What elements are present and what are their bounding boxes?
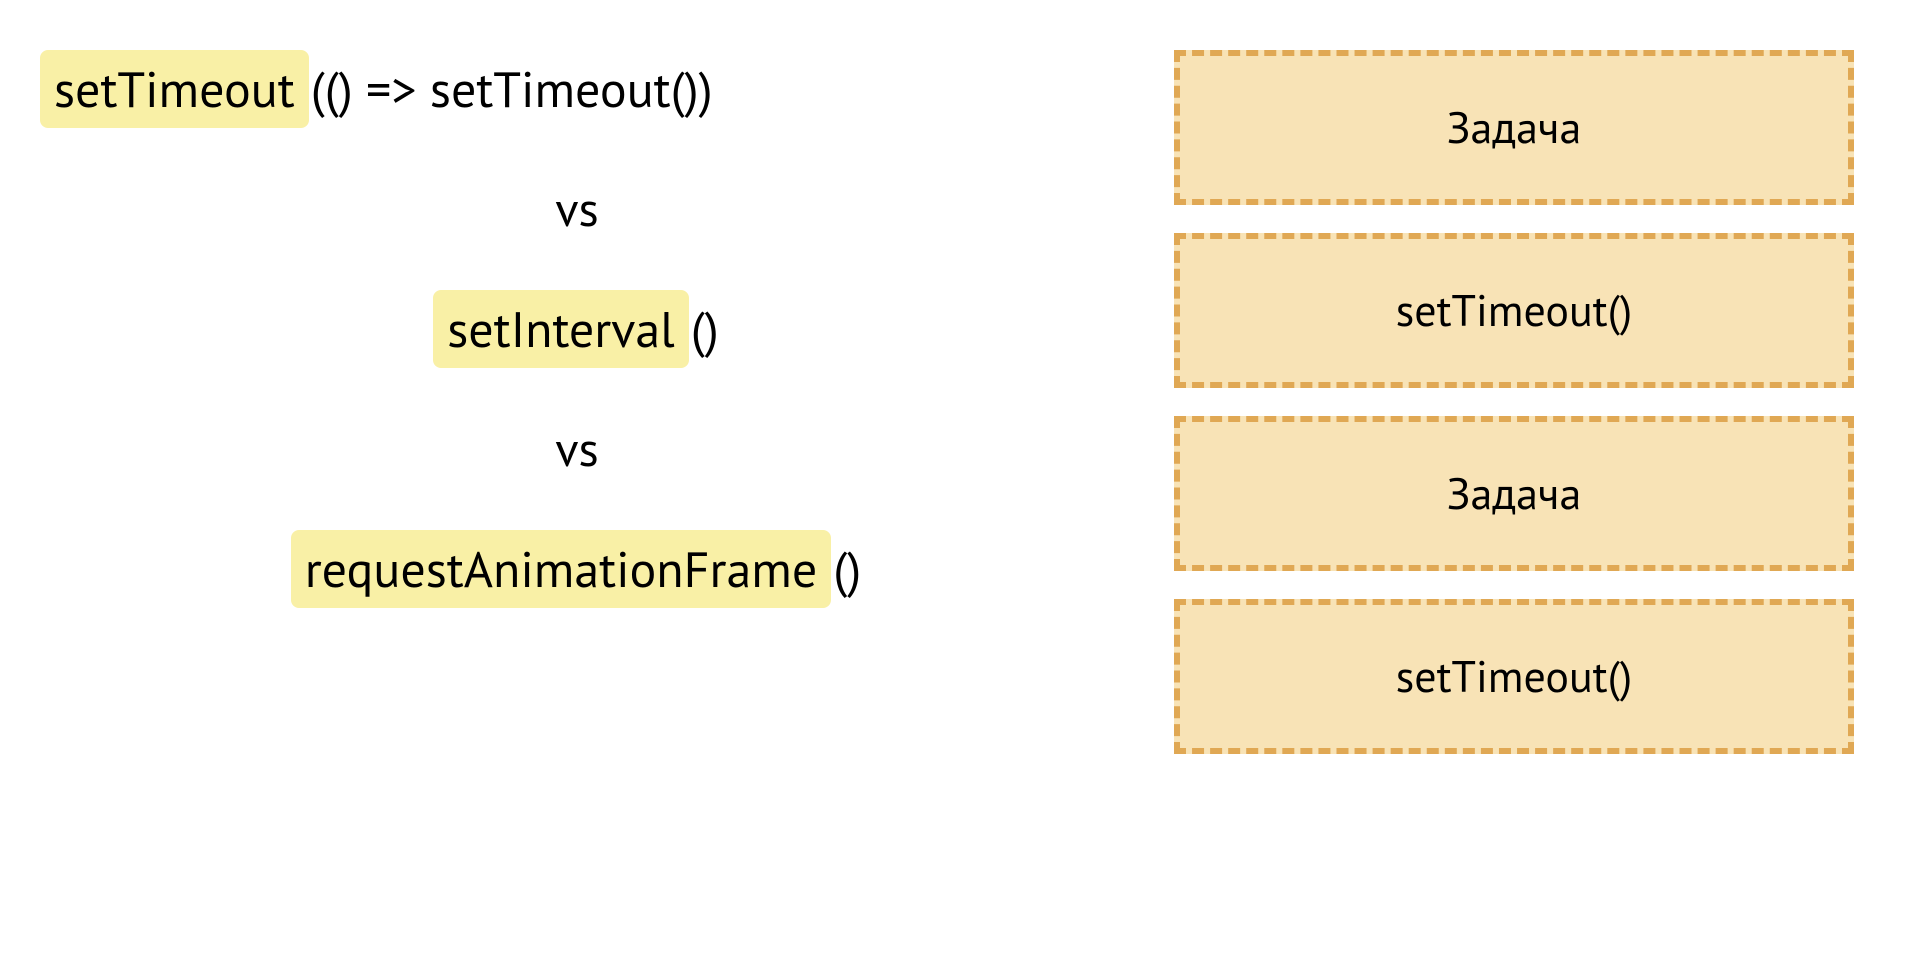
task-box-label: Задача [1447,99,1582,156]
code-rest-3: () [831,530,863,608]
highlight-setinterval: setInterval [433,290,689,368]
code-line-settimeout: setTimeout (() => setTimeout()) [40,50,715,128]
task-box: Задача [1174,50,1854,205]
highlight-settimeout: setTimeout [40,50,309,128]
diagram-container: setTimeout (() => setTimeout()) vs setIn… [0,0,1914,970]
code-rest-1: (() => setTimeout()) [309,50,715,128]
left-panel: setTimeout (() => setTimeout()) vs setIn… [0,0,1154,970]
vs-separator-1: vs [555,178,598,240]
highlight-raf: requestAnimationFrame [291,530,832,608]
task-box-label: setTimeout() [1396,282,1632,339]
code-line-raf: requestAnimationFrame () [291,530,864,608]
task-box: Задача [1174,416,1854,571]
code-line-setinterval: setInterval () [433,290,721,368]
task-box: setTimeout() [1174,599,1854,754]
task-box: setTimeout() [1174,233,1854,388]
task-box-label: setTimeout() [1396,648,1632,705]
code-rest-2: () [689,290,721,368]
right-panel: Задача setTimeout() Задача setTimeout() [1154,0,1914,970]
task-box-label: Задача [1447,465,1582,522]
vs-separator-2: vs [555,418,598,480]
